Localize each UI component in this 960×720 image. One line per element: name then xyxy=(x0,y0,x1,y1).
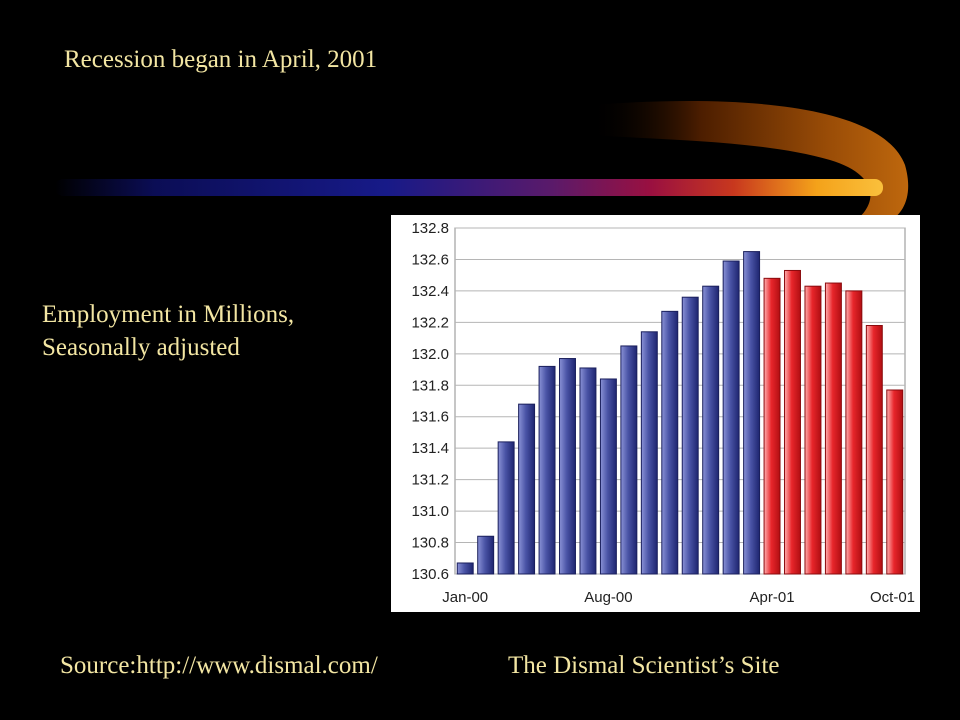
swoosh-line xyxy=(55,179,883,196)
chart-description-line1: Employment in Millions, xyxy=(42,301,295,328)
bar-oct-01 xyxy=(886,389,904,575)
bar-jul-00 xyxy=(579,367,597,575)
bar-jul-01 xyxy=(824,282,842,575)
bar-sep-01 xyxy=(865,325,883,575)
bar-aug-01 xyxy=(845,290,863,575)
x-tick-label: Apr-01 xyxy=(750,589,795,606)
bar-jan-00 xyxy=(456,562,474,575)
source-citation: Source:http://www.dismal.com/ xyxy=(60,652,378,679)
bar-oct-00 xyxy=(640,331,658,575)
bar-dec-00 xyxy=(681,296,699,575)
bar-sep-00 xyxy=(620,345,638,575)
bar-apr-01 xyxy=(763,277,781,575)
y-tick-label: 131.0 xyxy=(411,503,449,520)
y-tick-label: 132.0 xyxy=(411,346,449,363)
bar-apr-00 xyxy=(518,403,536,575)
bar-nov-00 xyxy=(661,310,679,575)
swoosh-flare xyxy=(590,101,909,225)
y-tick-label: 130.6 xyxy=(411,566,449,583)
bar-jun-01 xyxy=(804,285,822,575)
y-tick-label: 132.4 xyxy=(411,283,449,300)
chart-description: Employment in Millions, Seasonally adjus… xyxy=(42,298,294,364)
bar-aug-00 xyxy=(599,378,617,575)
bar-mar-01 xyxy=(743,251,761,575)
site-name: The Dismal Scientist’s Site xyxy=(508,652,780,679)
bar-jun-00 xyxy=(559,358,576,575)
x-tick-label: Aug-00 xyxy=(584,589,632,606)
chart-description-line2: Seasonally adjusted xyxy=(42,334,240,361)
y-tick-label: 130.8 xyxy=(411,535,449,552)
employment-chart: 132.8 132.6 132.4 132.2 132.0 131.8 131.6 131.4… xyxy=(391,215,920,612)
y-tick-label: 132.6 xyxy=(411,251,449,268)
y-tick-label: 131.2 xyxy=(411,472,449,489)
x-tick-label: Jan-00 xyxy=(442,589,488,606)
y-tick-label: 131.4 xyxy=(411,440,449,457)
bar-jan-01 xyxy=(702,285,720,575)
employment-chart-svg: 132.8 132.6 132.4 132.2 132.0 131.8 131.6 131.4… xyxy=(411,220,915,606)
x-tick-label: Oct-01 xyxy=(870,589,915,606)
bar-feb-01 xyxy=(722,260,740,575)
decorative-swoosh xyxy=(55,101,909,225)
y-tick-label: 132.8 xyxy=(411,220,449,237)
bar-feb-00 xyxy=(477,535,495,575)
y-tick-label: 131.8 xyxy=(411,377,449,394)
y-tick-label: 131.6 xyxy=(411,409,449,426)
slide-title: Recession began in April, 2001 xyxy=(64,46,378,73)
bar-may-01 xyxy=(784,269,801,575)
bar-may-00 xyxy=(538,365,556,575)
y-tick-label: 132.2 xyxy=(411,314,449,331)
bar-mar-00 xyxy=(497,441,515,575)
